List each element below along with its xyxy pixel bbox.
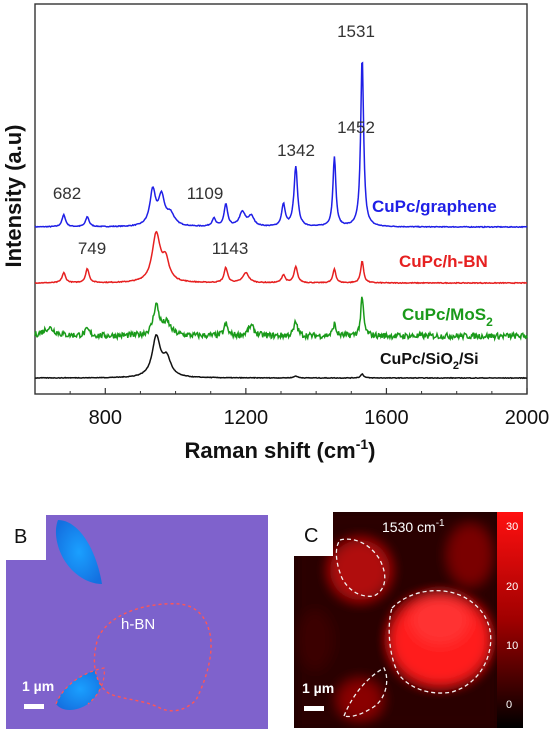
map-outline-bottom xyxy=(343,667,388,718)
x-tick-label: 1600 xyxy=(364,407,409,429)
panel-letter-b: B xyxy=(14,526,27,548)
scale-bar-label-b: 1 µm xyxy=(22,678,54,694)
panel-c-raman-map: 30 20 10 0 C 1530 cm-1 1 µm xyxy=(289,508,523,728)
x-tick-label: 1200 xyxy=(224,407,269,429)
series-line-1 xyxy=(34,230,528,285)
peak-annotation: 1531 xyxy=(337,22,375,41)
series-label-hbn: CuPc/h-BN xyxy=(399,252,488,271)
series-label-graphene: CuPc/graphene xyxy=(372,197,497,216)
panel-letter-box-c xyxy=(289,508,333,556)
peak-annotation: 749 xyxy=(78,239,106,258)
map-title: 1530 cm-1 xyxy=(382,518,445,535)
colorbar-tick-0: 0 xyxy=(506,699,512,711)
series-line-2 xyxy=(34,296,528,342)
map-outline-top xyxy=(335,538,386,597)
flake-edge-outline xyxy=(55,667,105,705)
scale-bar-label-c: 1 µm xyxy=(302,680,334,696)
panel-letter-c: C xyxy=(304,525,318,547)
x-axis-label: Raman shift (cm-1) xyxy=(185,436,376,463)
scale-bar-b xyxy=(24,704,44,709)
colorbar-tick-10: 10 xyxy=(506,640,518,652)
scale-bar-c xyxy=(304,706,324,711)
series-line-0 xyxy=(34,61,528,229)
peak-annotation: 1342 xyxy=(277,141,315,160)
blue-flake-top xyxy=(55,520,102,584)
raman-chart: 800 1200 1600 2000 682 749 1109 1143 1342 1452 15… xyxy=(1,3,550,463)
hbn-flake-outline xyxy=(93,603,212,712)
peak-annotation: 1452 xyxy=(337,118,375,137)
series-label-sio2: CuPc/SiO2/Si xyxy=(380,351,479,372)
panel-letter-box-b xyxy=(0,512,46,560)
y-axis-label: Intensity (a.u) xyxy=(1,124,26,267)
hbn-label: h-BN xyxy=(121,616,155,633)
colorbar xyxy=(497,512,523,728)
peak-annotation: 1143 xyxy=(212,239,249,258)
colorbar-tick-30: 30 xyxy=(506,521,518,533)
series-label-mos2: CuPc/MoS2 xyxy=(402,305,493,329)
peak-annotation: 682 xyxy=(53,184,81,203)
x-tick-label: 2000 xyxy=(505,407,550,429)
colorbar-tick-20: 20 xyxy=(506,581,518,593)
series-line-3 xyxy=(34,334,528,380)
panel-b-optical-image: B h-BN 1 µm xyxy=(0,512,268,729)
x-tick-label: 800 xyxy=(89,407,122,429)
peak-annotation: 1109 xyxy=(187,184,224,203)
